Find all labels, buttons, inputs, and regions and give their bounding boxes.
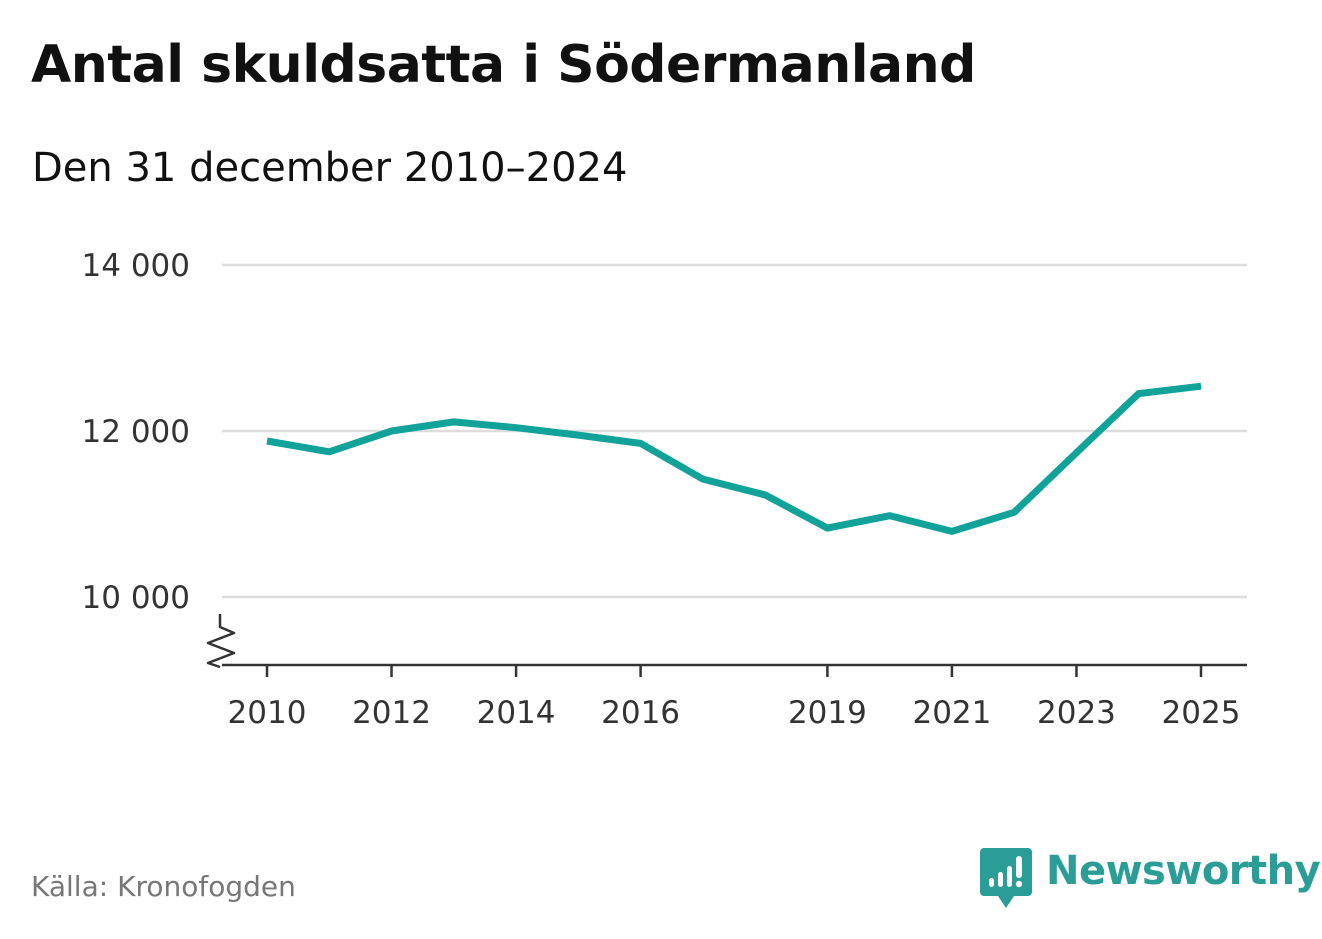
data-point[interactable]	[824, 525, 831, 532]
data-point[interactable]	[699, 476, 706, 483]
x-tick-label: 2021	[912, 695, 991, 731]
series	[264, 382, 1205, 535]
x-tick-label: 2023	[1037, 695, 1116, 731]
data-point[interactable]	[326, 448, 333, 455]
data-point[interactable]	[264, 437, 271, 444]
x-tick-label: 2012	[352, 695, 431, 731]
data-point[interactable]	[637, 440, 644, 447]
x-tick-label: 2025	[1162, 695, 1241, 731]
axis-break-icon	[206, 614, 236, 669]
x-tick-label: 2010	[228, 695, 307, 731]
chart-title: Antal skuldsatta i Södermanland	[31, 35, 976, 95]
y-tick-label: 14 000	[82, 248, 190, 284]
x-axis	[222, 663, 1247, 677]
data-point[interactable]	[388, 428, 395, 435]
data-point[interactable]	[513, 424, 520, 431]
data-point[interactable]	[886, 512, 893, 519]
data-point[interactable]	[1011, 509, 1018, 516]
series-line-0	[266, 382, 1202, 535]
data-point[interactable]	[1198, 383, 1205, 390]
source-note: Källa: Kronofogden	[31, 870, 296, 903]
y-axis: 10 000 12 000 14 000	[82, 248, 190, 616]
y-tick-label: 12 000	[82, 414, 190, 450]
data-point[interactable]	[1135, 390, 1142, 397]
data-point[interactable]	[450, 418, 457, 425]
chart-subtitle: Den 31 december 2010–2024	[32, 145, 628, 191]
axis-break	[206, 614, 236, 669]
brand-logo[interactable]: Newsworthy	[980, 848, 1321, 912]
data-point[interactable]	[1073, 449, 1080, 456]
data-point[interactable]	[575, 432, 582, 439]
x-tick-label: 2014	[477, 695, 556, 731]
x-tick-label: 2016	[601, 695, 680, 731]
x-axis-labels: 2010 2012 2014 2016 2019 2021 2023 2025	[228, 695, 1241, 731]
data-point[interactable]	[948, 528, 955, 535]
newsworthy-logo-icon	[980, 848, 1032, 908]
brand-name: Newsworthy	[1046, 848, 1321, 894]
data-point[interactable]	[762, 491, 769, 498]
x-tick-label: 2019	[788, 695, 867, 731]
y-tick-label: 10 000	[82, 580, 190, 616]
gridlines	[222, 263, 1247, 599]
